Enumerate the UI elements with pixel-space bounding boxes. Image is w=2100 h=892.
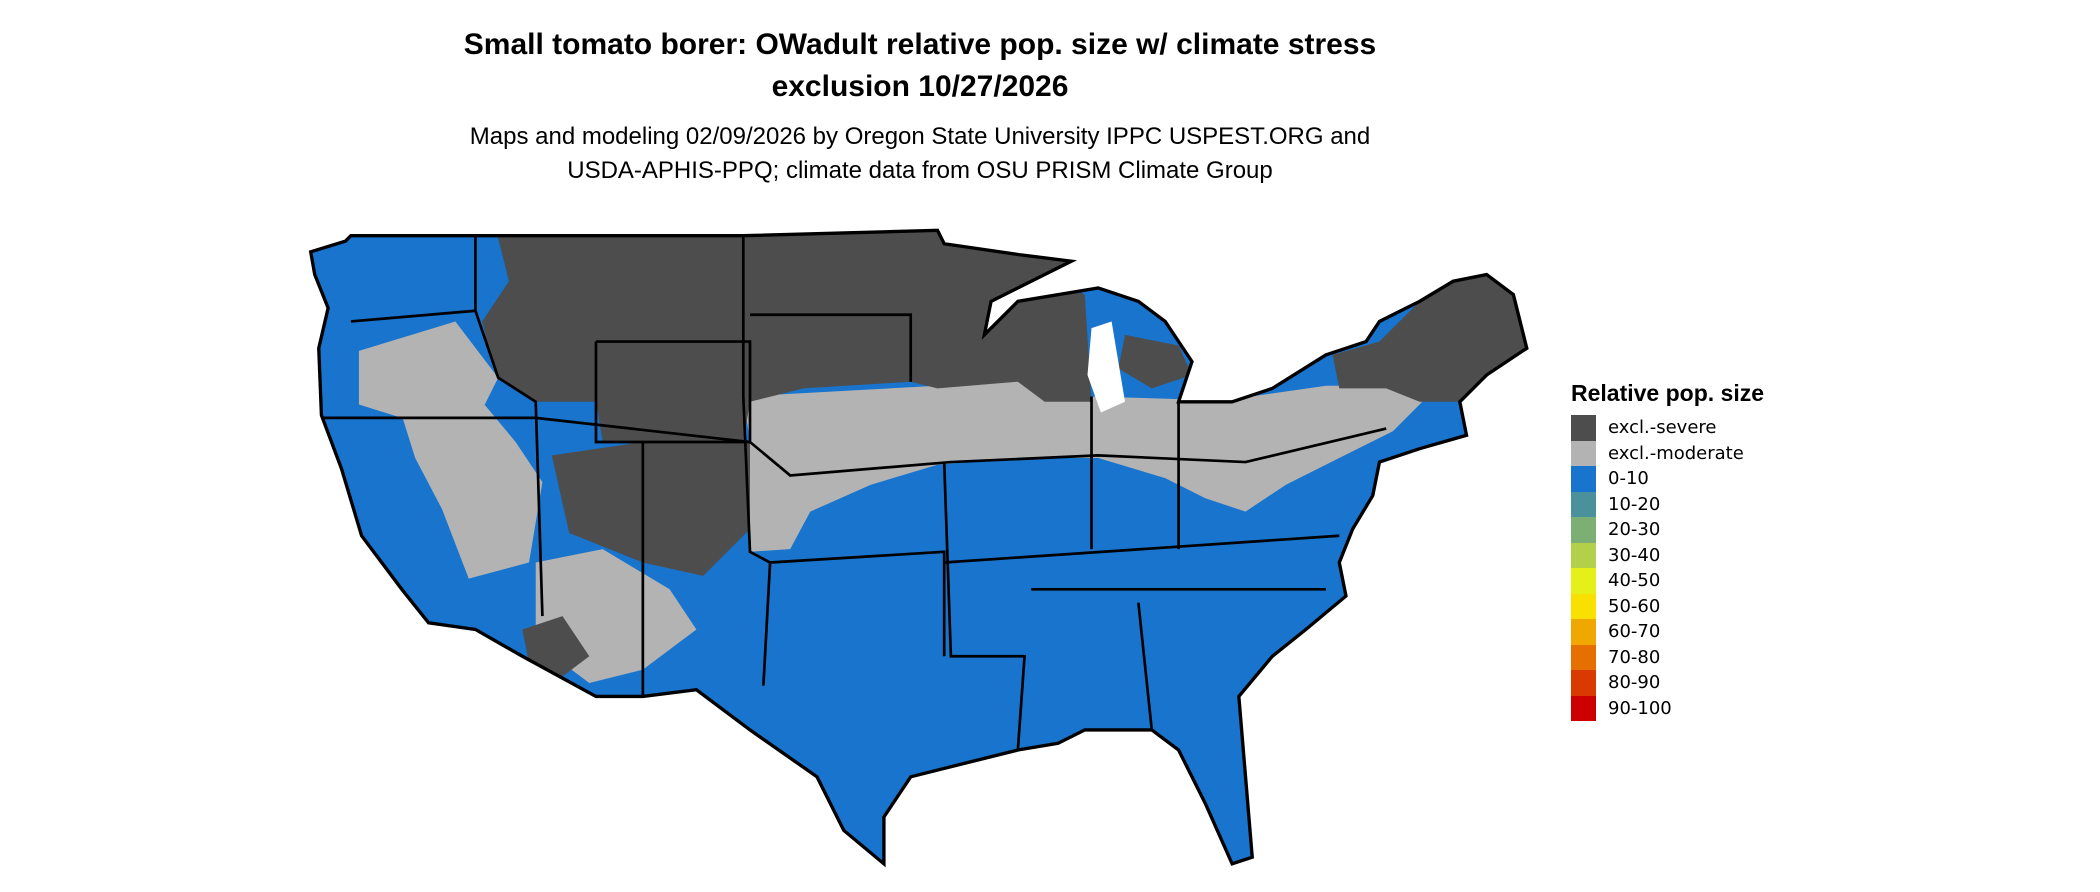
legend-swatch xyxy=(1571,670,1596,696)
title-line-1: Small tomato borer: OWadult relative pop… xyxy=(463,28,1377,61)
legend-label: 0-10 xyxy=(1608,468,1649,490)
legend-swatch xyxy=(1571,644,1596,670)
legend-swatch xyxy=(1571,517,1596,543)
legend-label: excl.-severe xyxy=(1608,417,1717,439)
state-borders xyxy=(321,235,1387,751)
legend-swatch xyxy=(1571,440,1596,466)
legend-swatch xyxy=(1571,466,1596,492)
legend-item: 70-80 xyxy=(1571,644,1764,670)
region-excl-moderate-northwest xyxy=(358,321,499,418)
legend-item: excl.-severe xyxy=(1571,415,1764,441)
map-title: Small tomato borer: OWadult relative pop… xyxy=(330,24,1510,108)
legend-label: 60-70 xyxy=(1608,621,1661,643)
legend-swatch xyxy=(1571,542,1596,568)
legend-item: 80-90 xyxy=(1571,670,1764,696)
legend-label: 70-80 xyxy=(1608,646,1661,668)
region-excl-moderate-west xyxy=(401,401,543,579)
legend-item: excl.-moderate xyxy=(1571,440,1764,466)
lake-michigan xyxy=(1087,321,1125,413)
legend-label: 10-20 xyxy=(1608,493,1661,515)
legend-label: 30-40 xyxy=(1608,544,1661,566)
region-excl-severe-michigan xyxy=(1118,334,1192,389)
legend-swatch xyxy=(1571,491,1596,517)
legend-swatch xyxy=(1571,695,1596,721)
region-excl-moderate-band xyxy=(743,379,1423,552)
legend: Relative pop. size excl.-severe excl.-mod… xyxy=(1571,380,1764,721)
region-excl-severe-mountain xyxy=(551,441,750,576)
legend-item: 40-50 xyxy=(1571,568,1764,594)
legend-label: 50-60 xyxy=(1608,595,1661,617)
region-excl-severe-southwest xyxy=(522,616,590,677)
subtitle-line-1: Maps and modeling 02/09/2026 by Oregon S… xyxy=(469,123,1371,150)
legend-swatch xyxy=(1571,619,1596,645)
legend-label: excl.-moderate xyxy=(1608,442,1744,464)
us-outline xyxy=(308,228,1529,868)
legend-item: 10-20 xyxy=(1571,491,1764,517)
legend-label: 20-30 xyxy=(1608,519,1661,541)
legend-item: 90-100 xyxy=(1571,695,1764,721)
map-subtitle: Maps and modeling 02/09/2026 by Oregon S… xyxy=(330,120,1510,188)
legend-item: 0-10 xyxy=(1571,466,1764,492)
legend-item: 20-30 xyxy=(1571,517,1764,543)
legend-label: 40-50 xyxy=(1608,570,1661,592)
legend-item: 60-70 xyxy=(1571,619,1764,645)
subtitle-line-2: USDA-APHIS-PPQ; climate data from OSU PR… xyxy=(567,157,1273,184)
legend-swatch xyxy=(1571,593,1596,619)
region-excl-severe-northeast xyxy=(1332,274,1527,402)
legend-label: 80-90 xyxy=(1608,672,1661,694)
legend-label: 90-100 xyxy=(1608,697,1672,719)
legend-swatch xyxy=(1571,568,1596,594)
legend-title: Relative pop. size xyxy=(1571,380,1765,406)
legend-item: 50-60 xyxy=(1571,593,1764,619)
region-excl-severe-north xyxy=(482,230,1092,442)
legend-item: 30-40 xyxy=(1571,542,1764,568)
title-line-2: exclusion 10/27/2026 xyxy=(771,70,1069,103)
legend-swatch xyxy=(1571,415,1596,441)
